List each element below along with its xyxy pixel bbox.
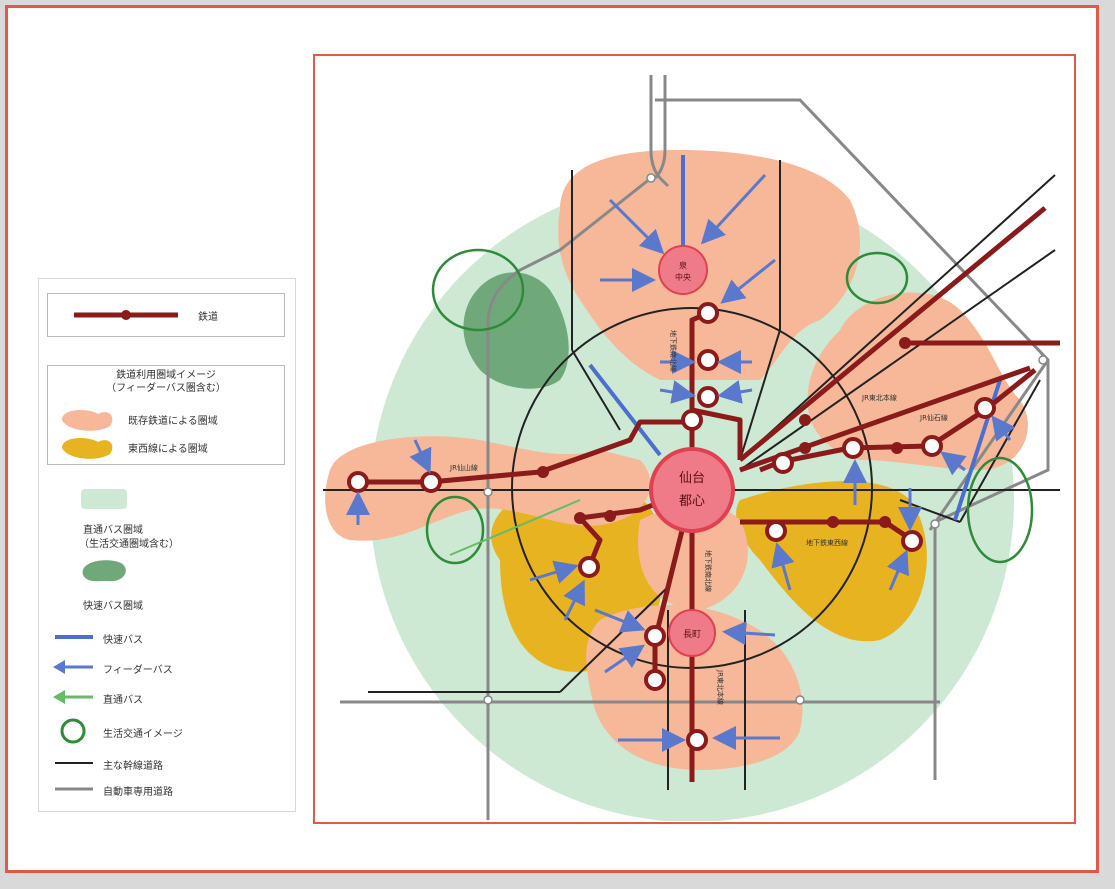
legend-existing-label: 既存鉄道による圏域 [128, 416, 218, 427]
center-station [649, 447, 735, 533]
north-station [658, 245, 708, 295]
label-senzan: JR仙山線 [449, 463, 478, 472]
legend-feeder-bus-label: フィーダーバス [103, 665, 173, 676]
legend-expressway-label: 自動車専用道路 [103, 787, 173, 798]
legend-trunk-road-label: 主な幹線道路 [103, 761, 163, 772]
label-tohoku: JR東北本線 [861, 393, 897, 402]
title-blank [20, 20, 266, 88]
railway-legend-symbol [74, 310, 178, 320]
legend-rapid-area-label: 快速バス圏域 [83, 601, 143, 612]
rapid-bus-area [463, 272, 569, 389]
legend-direct-bus-area-label: 直通バス圏域 [83, 525, 143, 536]
label-subway-north: 地下鉄南北線 [669, 330, 678, 372]
existing-area-swatch [62, 410, 113, 431]
legend-rapid-bus-label: 快速バス [103, 635, 143, 646]
expressways [340, 75, 1050, 820]
label-tohoku-south: JR東北本線 [716, 669, 725, 705]
legend-area-title: 鉄道利用圏域イメージ [116, 370, 216, 381]
legend-area-subtitle: （フィーダーバス圏含む） [106, 383, 226, 394]
legend-railway-label: 鉄道 [198, 312, 218, 323]
label-senseki: JR仙石線 [919, 413, 948, 422]
rail-dots [537, 337, 911, 528]
interchanges [483, 173, 1048, 705]
legend-direct-bus-note: （生活交通圏域含む） [79, 539, 179, 550]
legend-railway-box: 鉄道 [47, 293, 285, 337]
south-station [668, 609, 716, 657]
legend-line-symbols [53, 635, 93, 791]
tozai-area-swatch [62, 438, 113, 459]
label-subway-south: 地下鉄南北線 [704, 550, 713, 592]
label-subway-east: 地下鉄東西線 [806, 538, 848, 547]
north-label-2: 中央 [675, 272, 691, 282]
rail-stations [347, 302, 996, 751]
feeder-bus-arrows [346, 173, 1016, 752]
legend-direct-bus-line-label: 直通バス [103, 695, 143, 706]
legend-local-transit-label: 生活交通イメージ [103, 729, 183, 740]
north-label-1: 泉 [679, 260, 687, 270]
direct-bus-area-swatch [81, 489, 127, 509]
legend-tozai-label: 東西線による圏域 [128, 444, 208, 455]
legend: 鉄道 鉄道利用圏域イメージ （フィーダーバス圏含む） 既存鉄道による圏域 東西線… [38, 278, 296, 812]
center-label-1: 仙台 [679, 471, 705, 486]
south-label: 長町 [683, 629, 701, 640]
direct-bus-line [449, 499, 581, 556]
local-transit-symbol [60, 718, 86, 744]
local-transit-loops [425, 248, 1034, 565]
center-label-2: 都心 [679, 494, 705, 509]
legend-area-box: 鉄道利用圏域イメージ （フィーダーバス圏含む） 既存鉄道による圏域 東西線による… [47, 365, 285, 465]
rapid-area-swatch [82, 560, 126, 582]
